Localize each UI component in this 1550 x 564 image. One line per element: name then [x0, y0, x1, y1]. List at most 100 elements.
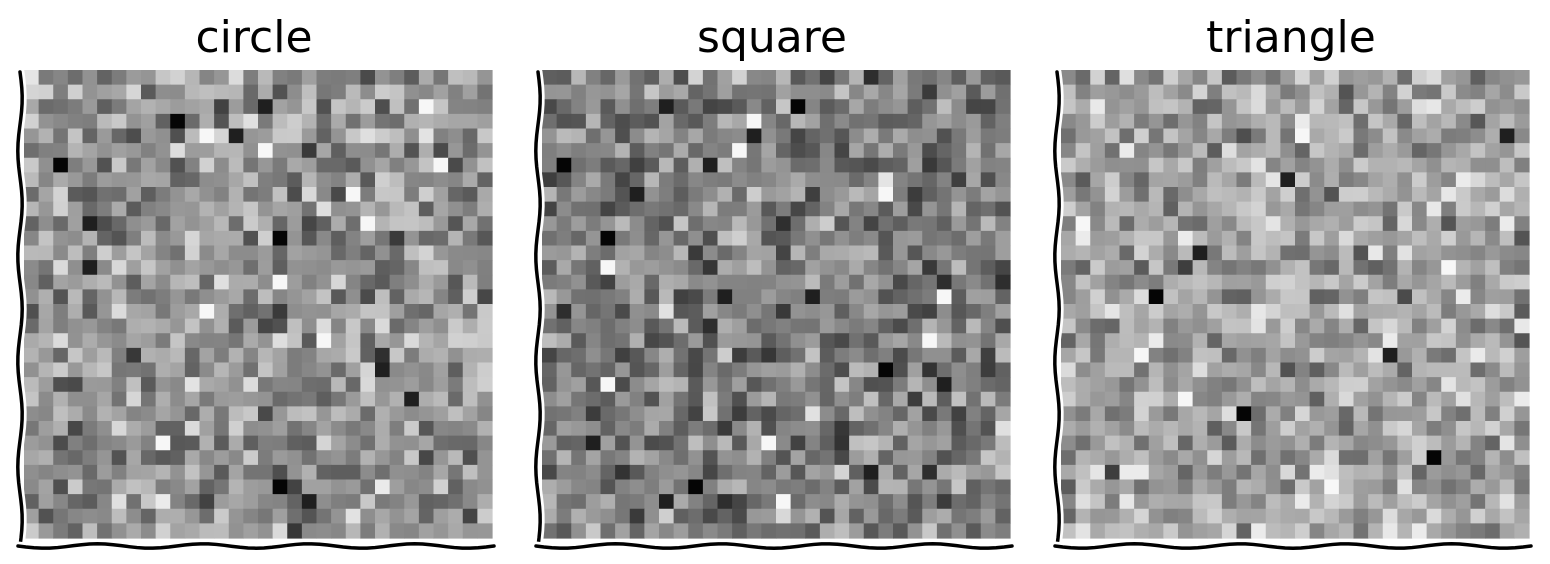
heatmap-cell: [97, 157, 113, 173]
heatmap-cell: [1221, 201, 1238, 217]
heatmap-cell: [1061, 70, 1077, 86]
heatmap-cell: [97, 479, 113, 495]
heatmap-cell: [1309, 523, 1325, 539]
heatmap-cell: [214, 347, 230, 364]
heatmap-cell: [1499, 479, 1515, 495]
heatmap-cell: [1178, 172, 1194, 188]
heatmap-cell: [389, 201, 405, 217]
heatmap-cell: [1514, 464, 1530, 481]
heatmap-cell: [360, 362, 376, 378]
heatmap-cell: [1265, 99, 1281, 115]
heatmap-cell: [272, 508, 288, 524]
heatmap-cell: [878, 113, 894, 130]
heatmap-cell: [1265, 84, 1281, 100]
heatmap-cell: [1119, 172, 1135, 188]
heatmap-cell: [228, 377, 244, 393]
heatmap-cell: [1251, 377, 1267, 393]
heatmap-cell: [184, 172, 201, 188]
heatmap-cell: [790, 187, 806, 203]
heatmap-cell: [155, 274, 171, 290]
heatmap-cell: [834, 172, 850, 188]
heatmap-cell: [433, 84, 449, 100]
heatmap-cell: [111, 289, 127, 305]
heatmap-cell: [922, 143, 938, 159]
heatmap-cell: [1455, 245, 1472, 261]
heatmap-cell: [907, 157, 923, 173]
heatmap-cell: [1251, 464, 1267, 481]
heatmap-cell: [389, 84, 405, 100]
heatmap-cell: [24, 84, 40, 100]
heatmap-cell: [863, 304, 879, 320]
heatmap-cell: [170, 172, 186, 188]
heatmap-cell: [688, 377, 704, 393]
heatmap-cell: [1178, 216, 1194, 232]
heatmap-cell: [644, 377, 660, 393]
heatmap-cell: [1514, 113, 1530, 130]
heatmap-cell: [1514, 362, 1530, 378]
heatmap-cell: [345, 435, 361, 451]
heatmap-cell: [1090, 333, 1106, 349]
heatmap-cell: [1207, 187, 1223, 203]
heatmap-cell: [776, 435, 792, 451]
heatmap-cell: [1236, 289, 1252, 305]
heatmap-cell: [170, 143, 186, 159]
heatmap-cell: [24, 523, 40, 539]
heatmap-cell: [126, 464, 142, 481]
heatmap-cell: [258, 113, 274, 130]
heatmap-cell: [404, 318, 420, 334]
heatmap-cell: [1207, 304, 1223, 320]
heatmap-cell: [746, 304, 762, 320]
heatmap-cell: [1178, 304, 1194, 320]
heatmap-cell: [1324, 304, 1340, 320]
heatmap-cell: [659, 143, 675, 159]
heatmap-cell: [375, 377, 391, 393]
heatmap-cell: [316, 99, 332, 115]
heatmap-cell: [1207, 289, 1223, 305]
heatmap-cell: [1090, 304, 1106, 320]
heatmap-cell: [287, 187, 303, 203]
heatmap-cell: [170, 84, 186, 100]
heatmap-cell: [228, 347, 244, 364]
heatmap-cell: [82, 450, 98, 466]
heatmap-cell: [629, 435, 645, 451]
heatmap-cell: [863, 421, 879, 437]
heatmap-cell: [1324, 421, 1340, 437]
heatmap-cell: [600, 406, 616, 422]
heatmap-cell: [301, 289, 318, 305]
heatmap-cell: [97, 494, 113, 510]
heatmap-cell: [82, 245, 98, 261]
heatmap-cell: [1382, 274, 1398, 290]
heatmap-cell: [1207, 245, 1223, 261]
heatmap-cell: [1324, 157, 1340, 173]
heatmap-cell: [776, 377, 792, 393]
heatmap-cell: [907, 143, 923, 159]
heatmap-cell: [819, 230, 836, 247]
heatmap-cell: [345, 274, 361, 290]
heatmap-cell: [258, 421, 274, 437]
heatmap-cell: [1061, 172, 1077, 188]
heatmap-cell: [629, 333, 645, 349]
heatmap-cell: [863, 435, 879, 451]
heatmap-cell: [243, 172, 259, 188]
heatmap-cell: [67, 113, 84, 130]
heatmap-cell: [199, 347, 215, 364]
heatmap-cell: [243, 362, 259, 378]
heatmap-cell: [1251, 450, 1267, 466]
heatmap-cell: [477, 391, 493, 407]
heatmap-cell: [1163, 494, 1179, 510]
heatmap-cell: [1104, 362, 1121, 378]
heatmap-cell: [746, 450, 762, 466]
heatmap-cell: [38, 84, 54, 100]
heatmap-cell: [600, 99, 616, 115]
heatmap-cell: [433, 347, 449, 364]
heatmap-cell: [732, 479, 748, 495]
heatmap-cell: [790, 157, 806, 173]
heatmap-cell: [878, 406, 894, 422]
heatmap-cell: [1104, 187, 1121, 203]
heatmap-cell: [24, 230, 40, 247]
heatmap-cell: [1192, 216, 1208, 232]
heatmap-cell: [1499, 230, 1515, 247]
heatmap-cell: [360, 113, 376, 130]
heatmap-cell: [258, 523, 274, 539]
heatmap-cell: [67, 260, 84, 276]
